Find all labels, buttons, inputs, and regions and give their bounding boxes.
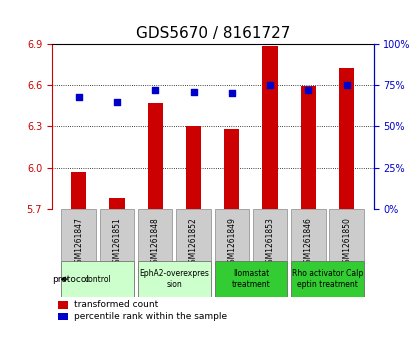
Bar xyxy=(71,172,86,363)
Bar xyxy=(186,126,201,363)
Bar xyxy=(224,129,239,363)
Point xyxy=(190,89,197,94)
Point xyxy=(76,94,82,99)
FancyBboxPatch shape xyxy=(215,209,249,261)
Text: GSM1261850: GSM1261850 xyxy=(342,217,351,268)
FancyBboxPatch shape xyxy=(215,261,287,297)
Text: Rho activator Calp
eptin treatment: Rho activator Calp eptin treatment xyxy=(292,269,363,289)
Text: Ilomastat
treatment: Ilomastat treatment xyxy=(232,269,270,289)
FancyBboxPatch shape xyxy=(100,209,134,261)
Point xyxy=(114,99,120,105)
Bar xyxy=(109,198,124,363)
FancyBboxPatch shape xyxy=(61,261,134,297)
FancyBboxPatch shape xyxy=(61,209,96,261)
FancyBboxPatch shape xyxy=(138,209,173,261)
Text: EphA2-overexpres
sion: EphA2-overexpres sion xyxy=(139,269,209,289)
Text: GSM1261848: GSM1261848 xyxy=(151,217,160,268)
FancyBboxPatch shape xyxy=(291,261,364,297)
Bar xyxy=(339,68,354,363)
Point xyxy=(152,87,159,93)
Text: GSM1261852: GSM1261852 xyxy=(189,217,198,268)
Point xyxy=(229,90,235,96)
Text: GSM1261851: GSM1261851 xyxy=(112,217,122,268)
FancyBboxPatch shape xyxy=(291,209,326,261)
Bar xyxy=(148,103,163,363)
Point xyxy=(343,82,350,88)
Bar xyxy=(262,46,278,363)
FancyBboxPatch shape xyxy=(253,209,287,261)
FancyBboxPatch shape xyxy=(330,209,364,261)
Point xyxy=(305,87,312,93)
Bar xyxy=(301,86,316,363)
Bar xyxy=(58,301,68,309)
Text: GSM1261847: GSM1261847 xyxy=(74,217,83,268)
Text: GSM1261846: GSM1261846 xyxy=(304,217,313,268)
Text: protocol: protocol xyxy=(52,274,89,284)
FancyBboxPatch shape xyxy=(176,209,211,261)
FancyBboxPatch shape xyxy=(138,261,211,297)
Title: GDS5670 / 8161727: GDS5670 / 8161727 xyxy=(136,26,290,41)
Bar xyxy=(58,313,68,321)
Point xyxy=(267,82,273,88)
Text: transformed count: transformed count xyxy=(74,301,159,309)
Text: percentile rank within the sample: percentile rank within the sample xyxy=(74,312,227,321)
Text: GSM1261853: GSM1261853 xyxy=(266,217,275,268)
Text: control: control xyxy=(84,274,111,284)
Text: GSM1261849: GSM1261849 xyxy=(227,217,236,268)
